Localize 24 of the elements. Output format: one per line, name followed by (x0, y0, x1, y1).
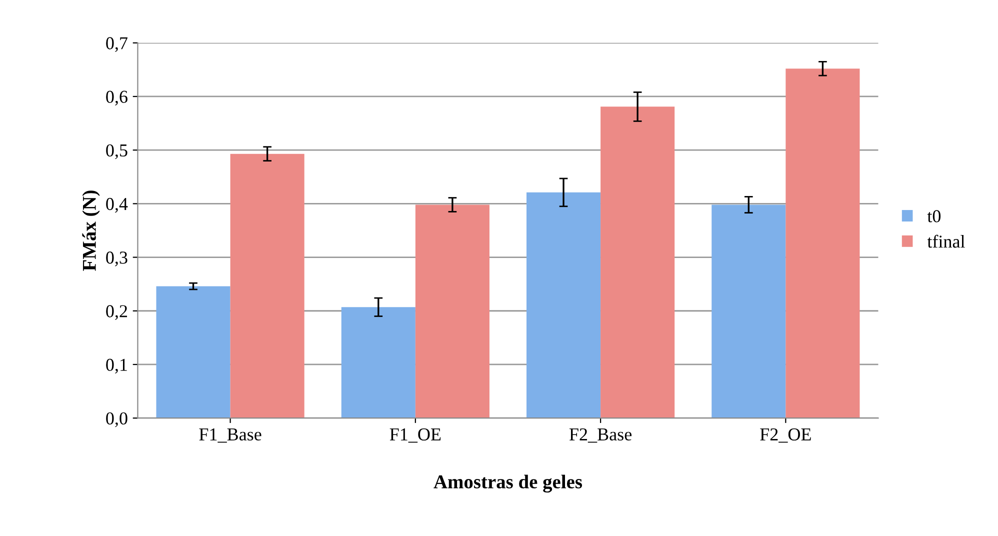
x-tick-label: F1_OE (390, 428, 441, 443)
bar (526, 192, 601, 418)
y-tick-label: 0,0 (106, 412, 128, 428)
bar (230, 154, 304, 418)
y-tick-label: 0,6 (106, 90, 128, 106)
y-tick-label: 0,2 (106, 305, 128, 320)
legend-label: t0 (927, 210, 941, 222)
y-tick-label: 0,1 (106, 358, 127, 374)
bar (156, 286, 230, 418)
bar (341, 307, 416, 418)
y-tick-label: 0,3 (106, 252, 128, 266)
x-tick-label: F2_OE (760, 428, 811, 443)
y-axis-title: FMáx (N) (82, 190, 100, 271)
bar (600, 106, 675, 418)
bar (712, 204, 786, 418)
legend-label: tfinal (927, 234, 965, 248)
y-tick-label: 0,4 (106, 198, 128, 213)
x-axis-title: Amostras de geles (434, 474, 582, 493)
y-tick-label: 0,5 (106, 144, 128, 160)
bar (786, 68, 860, 418)
bar (415, 204, 490, 418)
y-tick-label: 0,7 (106, 37, 128, 52)
x-tick-label: F2_Base (569, 428, 632, 443)
x-tick-label: F1_Base (199, 428, 262, 443)
